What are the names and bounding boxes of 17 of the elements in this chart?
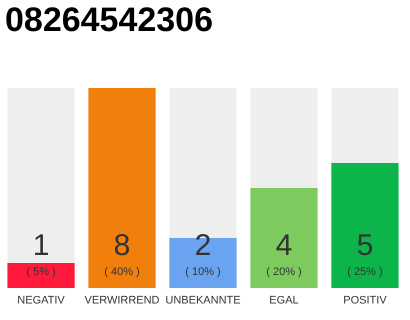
data-label: 5 bbox=[356, 229, 374, 262]
data-label: 1 bbox=[32, 229, 50, 262]
annotation: ( 40% ) bbox=[104, 266, 140, 278]
x-tick-label: POSITIV bbox=[343, 294, 388, 306]
annotation: ( 20% ) bbox=[266, 266, 302, 278]
data-label: 4 bbox=[276, 229, 292, 262]
bar bbox=[7, 263, 75, 288]
data-label: 2 bbox=[194, 229, 212, 262]
x-tick-label: UNBEKANNTE bbox=[165, 294, 241, 306]
x-tick-label: NEGATIV bbox=[17, 294, 66, 306]
annotation: ( 25% ) bbox=[347, 266, 383, 278]
data-label: 8 bbox=[114, 229, 130, 262]
x-tick-label: VERWIRREND bbox=[84, 294, 160, 306]
chart-title: 08264542306 bbox=[5, 1, 214, 39]
annotation: ( 10% ) bbox=[185, 266, 221, 278]
x-tick-label: EGAL bbox=[269, 294, 299, 306]
annotation: ( 5% ) bbox=[26, 266, 56, 278]
